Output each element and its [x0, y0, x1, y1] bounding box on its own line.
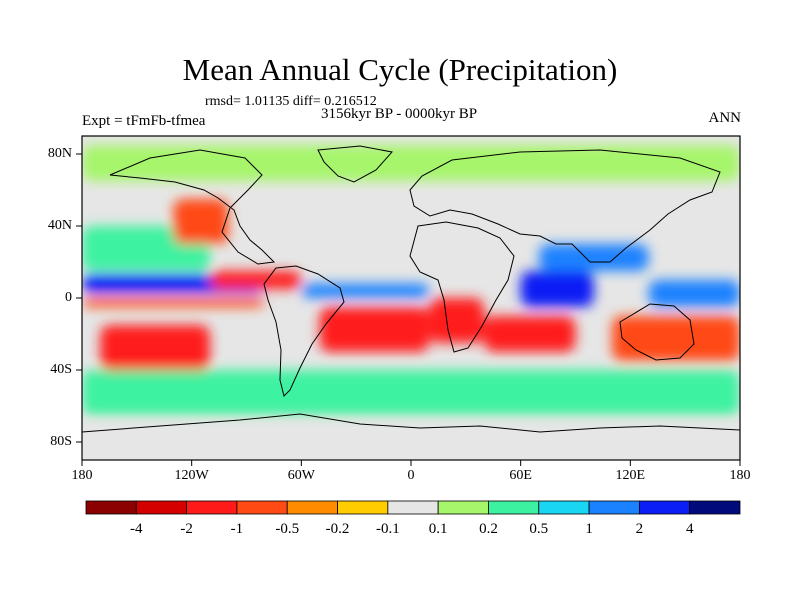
- colorbar-swatch: [286, 500, 338, 515]
- x-tick-label: 120E: [615, 468, 646, 483]
- south-america-coast: [263, 265, 345, 397]
- colorbar-level-label: 0.5: [529, 521, 549, 537]
- north-america-coast: [109, 149, 276, 265]
- anomaly-region-arctic-band: [82, 145, 740, 181]
- anomaly-region-central-america-dry: [209, 271, 302, 289]
- anomaly-region-southern-ocean-wet: [82, 370, 740, 415]
- colorbar-level-label: 1: [585, 521, 593, 537]
- chart-title: Mean Annual Cycle (Precipitation): [182, 52, 618, 87]
- colorbar-swatch: [638, 500, 691, 515]
- anomaly-region-south-asia-wet: [538, 244, 649, 271]
- y-tick-label: 80N: [47, 146, 72, 161]
- x-tick-label: 180: [71, 468, 93, 483]
- period-text: 3156kyr BP - 0000kyr BP: [321, 106, 478, 122]
- australia-coast: [619, 303, 695, 361]
- anomaly-region-maritime-continent: [648, 280, 740, 307]
- antarctica-coast: [82, 413, 740, 433]
- coastlines: [82, 145, 740, 433]
- anomaly-region-north-america-dry: [173, 199, 229, 244]
- y-tick-label: 40S: [50, 362, 72, 377]
- colorbar-level-label: 0.1: [428, 521, 448, 537]
- eurasia-coast: [409, 149, 721, 263]
- colorbar-level-label: 2: [635, 521, 644, 537]
- x-tick-label: 60W: [287, 468, 315, 483]
- anomaly-region-indian-ocean-wet: [520, 271, 594, 307]
- greenland-coast: [317, 145, 393, 183]
- anomaly-region-antarctica-neutral: [82, 424, 740, 460]
- x-tick-label: 60E: [509, 468, 532, 483]
- anomaly-region-south-atlantic-dry: [319, 307, 430, 352]
- colorbar-level-label: -4: [130, 521, 143, 537]
- colorbar-swatch: [236, 500, 288, 515]
- anomaly-region-indian-ocean-dry: [484, 316, 576, 352]
- anomaly-region-itcz-atlantic: [301, 283, 430, 298]
- y-tick-label: 40N: [47, 218, 72, 233]
- colorbar-swatch: [538, 500, 590, 515]
- x-tick-label: 0: [407, 468, 415, 483]
- y-tick-label: 80S: [50, 434, 72, 449]
- field-layer: [82, 145, 740, 460]
- colorbar-level-label: 4: [685, 521, 694, 537]
- x-tick-label: 180: [729, 468, 751, 483]
- x-tick-label: 120W: [174, 468, 209, 483]
- colorbar-swatch: [689, 500, 741, 515]
- colorbar-level-label: -1: [230, 521, 244, 537]
- colorbar-swatch: [588, 500, 640, 515]
- anomaly-region-south-pacific-dry: [100, 325, 210, 370]
- colorbar-level-label: -0.2: [325, 521, 350, 537]
- colorbar-level-label: 0.2: [479, 521, 498, 537]
- colorbar-swatch: [186, 500, 238, 515]
- anomaly-region-southern-africa-dry: [429, 298, 485, 343]
- colorbar-swatch: [135, 500, 188, 515]
- stats-text: rmsd= 1.01135 diff= 0.216512: [205, 94, 377, 109]
- colorbar-swatch: [437, 500, 489, 515]
- colorbar: [85, 500, 741, 515]
- colorbar-level-label: -2: [180, 521, 193, 537]
- africa-coast: [409, 221, 515, 353]
- colorbar-level-label: -0.5: [275, 521, 300, 537]
- colorbar-swatch: [488, 500, 540, 515]
- y-tick-label: 0: [65, 290, 72, 305]
- axis-ticks: [76, 153, 741, 466]
- season-label: ANN: [708, 110, 742, 126]
- experiment-label: Expt = tFmFb-tfmea: [82, 113, 206, 129]
- anomaly-region-equatorial-pacific-dry: [82, 298, 265, 307]
- colorbar-swatch: [337, 500, 389, 515]
- colorbar-swatch: [387, 500, 439, 515]
- colorbar-level-label: -0.1: [375, 521, 400, 537]
- anomaly-region-australia-dry: [612, 316, 740, 361]
- colorbar-swatch: [85, 500, 137, 515]
